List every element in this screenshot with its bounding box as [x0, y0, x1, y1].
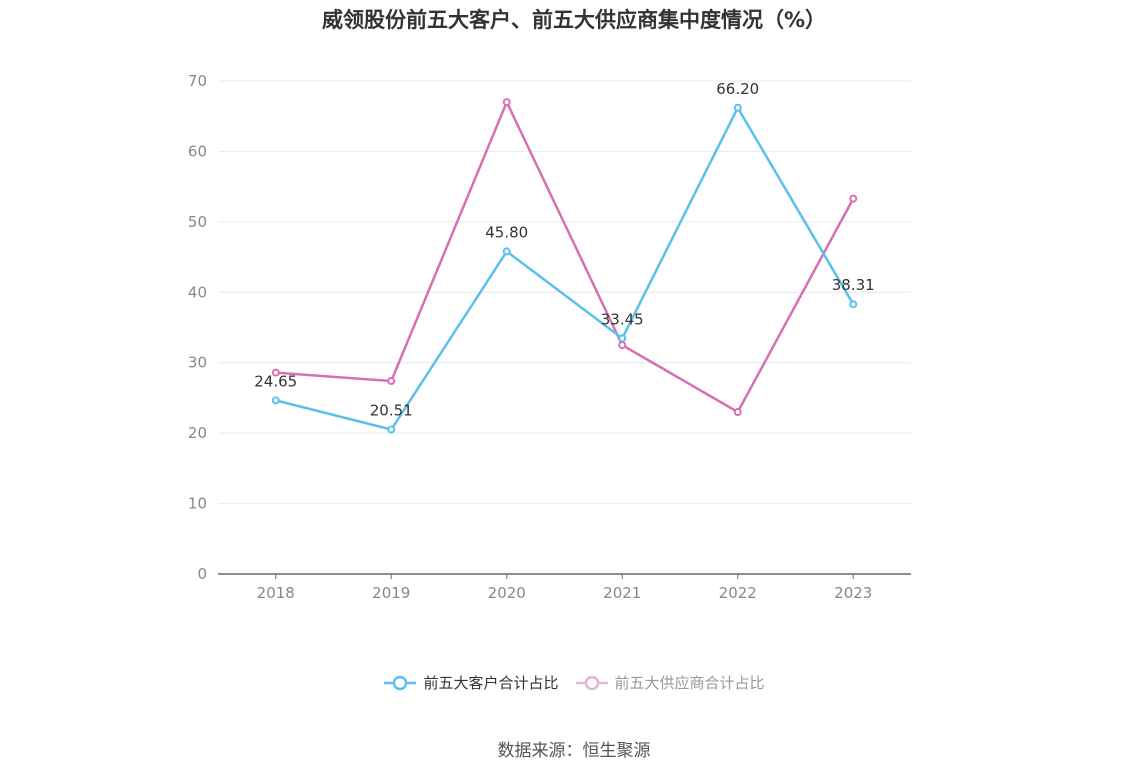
data-label: 66.20	[716, 80, 759, 98]
legend-marker-customers-icon	[384, 675, 417, 690]
legend-item-customers[interactable]: 前五大客户合计占比	[383, 672, 559, 693]
x-tick-label: 2018	[257, 584, 295, 602]
legend: 前五大客户合计占比 前五大供应商合计占比	[0, 672, 1148, 693]
data-label: 33.45	[601, 310, 644, 328]
y-tick-label: 70	[188, 72, 207, 90]
data-point[interactable]	[271, 396, 280, 405]
y-tick-label: 40	[188, 283, 207, 301]
x-axis-ticks: 2018 2019 2020 2021 2022 2023	[257, 574, 872, 602]
data-point[interactable]	[618, 334, 627, 343]
data-point[interactable]	[733, 103, 742, 112]
x-tick-label: 2023	[834, 584, 872, 602]
data-point[interactable]	[387, 377, 396, 386]
series-line-1	[275, 100, 855, 414]
data-point[interactable]	[387, 425, 396, 434]
data-point[interactable]	[502, 98, 511, 107]
y-tick-label: 0	[197, 565, 207, 583]
grid-lines	[218, 80, 911, 505]
legend-label-customers: 前五大客户合计占比	[423, 674, 559, 692]
data-label: 24.65	[254, 372, 297, 390]
y-tick-label: 50	[188, 213, 207, 231]
legend-marker-suppliers-icon	[575, 675, 608, 690]
legend-label-suppliers: 前五大供应商合计占比	[614, 674, 765, 692]
series-layer	[271, 98, 858, 434]
x-tick-label: 2020	[488, 584, 526, 602]
y-tick-label: 30	[188, 354, 207, 372]
chart-title: 威领股份前五大客户、前五大供应商集中度情况（%）	[321, 8, 827, 32]
data-label: 20.51	[370, 402, 413, 420]
data-label: 38.31	[832, 276, 875, 294]
data-point[interactable]	[618, 341, 627, 350]
data-point[interactable]	[271, 368, 280, 377]
y-axis-ticks: 0 10 20 30 40 50 60 70	[188, 72, 207, 583]
y-tick-label: 60	[188, 142, 207, 160]
y-tick-label: 20	[188, 424, 207, 442]
x-tick-label: 2019	[372, 584, 410, 602]
data-label: 45.80	[485, 223, 528, 241]
y-tick-label: 10	[188, 495, 207, 513]
data-labels: 24.65 20.51 45.80 33.45 66.20 38.31	[254, 80, 874, 420]
legend-item-suppliers[interactable]: 前五大供应商合计占比	[575, 672, 765, 693]
x-tick-label: 2021	[603, 584, 641, 602]
data-point[interactable]	[733, 408, 742, 417]
x-tick-label: 2022	[719, 584, 757, 602]
data-point[interactable]	[502, 247, 511, 256]
data-point[interactable]	[849, 300, 858, 309]
data-point[interactable]	[849, 194, 858, 203]
series-line-0	[275, 106, 855, 431]
data-source: 数据来源：恒生聚源	[497, 741, 651, 761]
